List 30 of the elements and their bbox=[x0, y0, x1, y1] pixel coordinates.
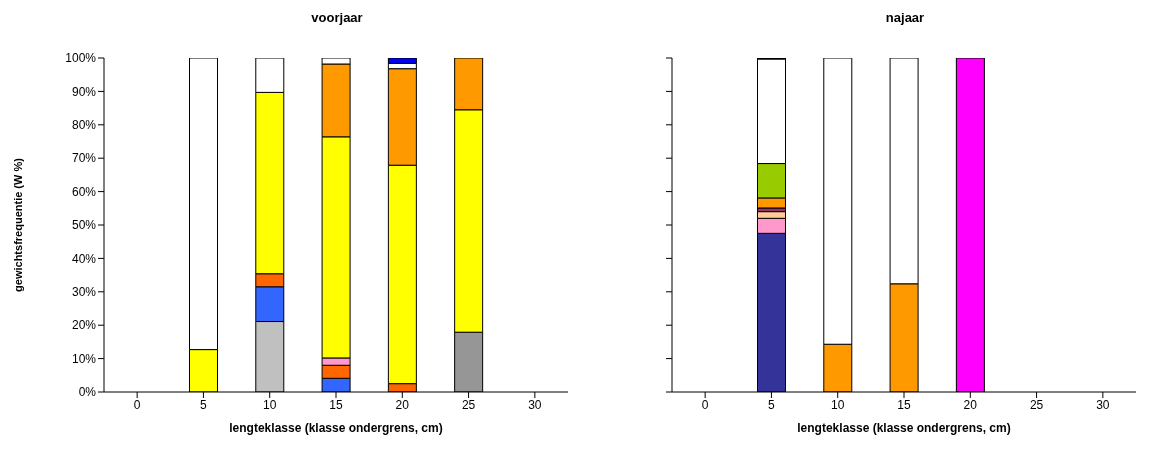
x-tick-label: 20 bbox=[963, 397, 978, 412]
x-tick-label: 20 bbox=[395, 397, 410, 412]
y-tick-label: 20% bbox=[71, 318, 97, 333]
x-tick-label: 0 bbox=[133, 397, 141, 412]
x-tick-label: 10 bbox=[831, 397, 845, 412]
x-tick-label: 30 bbox=[1096, 397, 1110, 412]
y-tick-label: 10% bbox=[71, 351, 97, 366]
y-axis-title: gewichtsfrequentie (W %) bbox=[11, 157, 24, 292]
x-tick-label: 5 bbox=[768, 397, 776, 412]
x-axis-title: lengteklasse (klasse ondergrens, cm) bbox=[229, 421, 443, 435]
y-tick-label: 0% bbox=[78, 385, 97, 400]
x-tick-label: 10 bbox=[263, 397, 277, 412]
y-tick-label: 100% bbox=[65, 51, 97, 66]
y-tick-label: 60% bbox=[71, 184, 97, 199]
x-tick-label: 15 bbox=[897, 397, 911, 412]
x-tick-label: 0 bbox=[701, 397, 709, 412]
y-tick-label: 50% bbox=[71, 218, 97, 233]
x-tick-label: 25 bbox=[1029, 397, 1044, 412]
chart-title: voorjaar bbox=[310, 9, 364, 27]
x-tick-label: 5 bbox=[200, 397, 208, 412]
x-tick-label: 30 bbox=[528, 397, 542, 412]
x-tick-label: 15 bbox=[329, 397, 343, 412]
y-tick-label: 30% bbox=[71, 285, 97, 300]
x-tick-label: 25 bbox=[461, 397, 476, 412]
chart-title: najaar bbox=[884, 9, 926, 27]
y-tick-label: 70% bbox=[71, 151, 97, 166]
x-axis-title: lengteklasse (klasse ondergrens, cm) bbox=[797, 421, 1011, 435]
y-tick-label: 90% bbox=[71, 84, 97, 99]
y-tick-label: 40% bbox=[71, 251, 97, 266]
y-tick-label: 80% bbox=[71, 118, 97, 133]
